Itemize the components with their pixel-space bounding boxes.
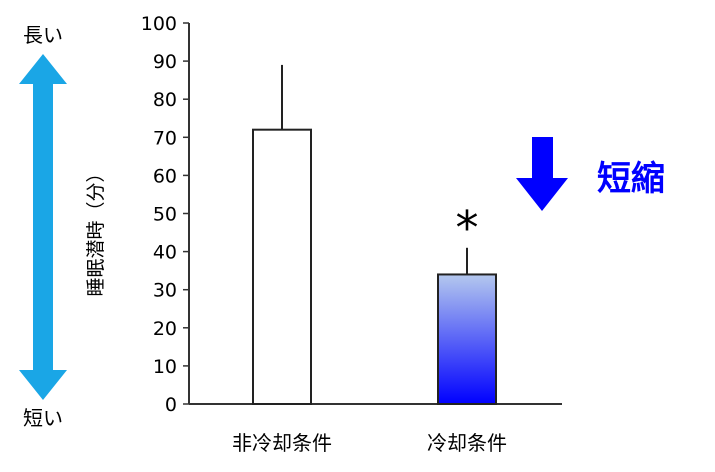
y-tick-label: 10 (153, 356, 177, 378)
y-tick-label: 90 (153, 51, 177, 73)
y-tick-label: 30 (153, 280, 177, 302)
y-tick-label: 100 (141, 13, 177, 35)
significance-marker: * (456, 201, 479, 255)
y-tick-label: 70 (153, 127, 177, 149)
effect-label: 短縮 (597, 159, 665, 199)
y-tick-label: 50 (153, 204, 177, 226)
scale-bottom-label: 短い (23, 406, 63, 430)
double-arrow-icon (19, 54, 67, 400)
x-tick-label: 非冷却条件 (232, 431, 332, 455)
y-tick-label: 20 (153, 318, 177, 340)
scale-top-label: 長い (23, 23, 63, 47)
bar-1 (252, 128, 312, 405)
y-axis-label: 睡眠潜時（分） (85, 163, 107, 296)
down-arrow-icon (516, 137, 568, 211)
y-tick-label: 60 (153, 165, 177, 187)
y-tick-label: 80 (153, 89, 177, 111)
y-tick-label: 0 (165, 394, 177, 416)
x-tick-label: 冷却条件 (427, 431, 507, 455)
bar-2 (437, 273, 497, 405)
y-tick-label: 40 (153, 242, 177, 264)
